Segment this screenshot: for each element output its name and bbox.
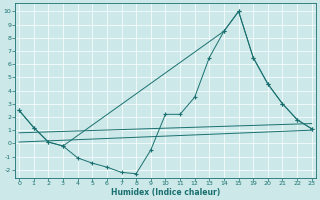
X-axis label: Humidex (Indice chaleur): Humidex (Indice chaleur) [111, 188, 220, 197]
